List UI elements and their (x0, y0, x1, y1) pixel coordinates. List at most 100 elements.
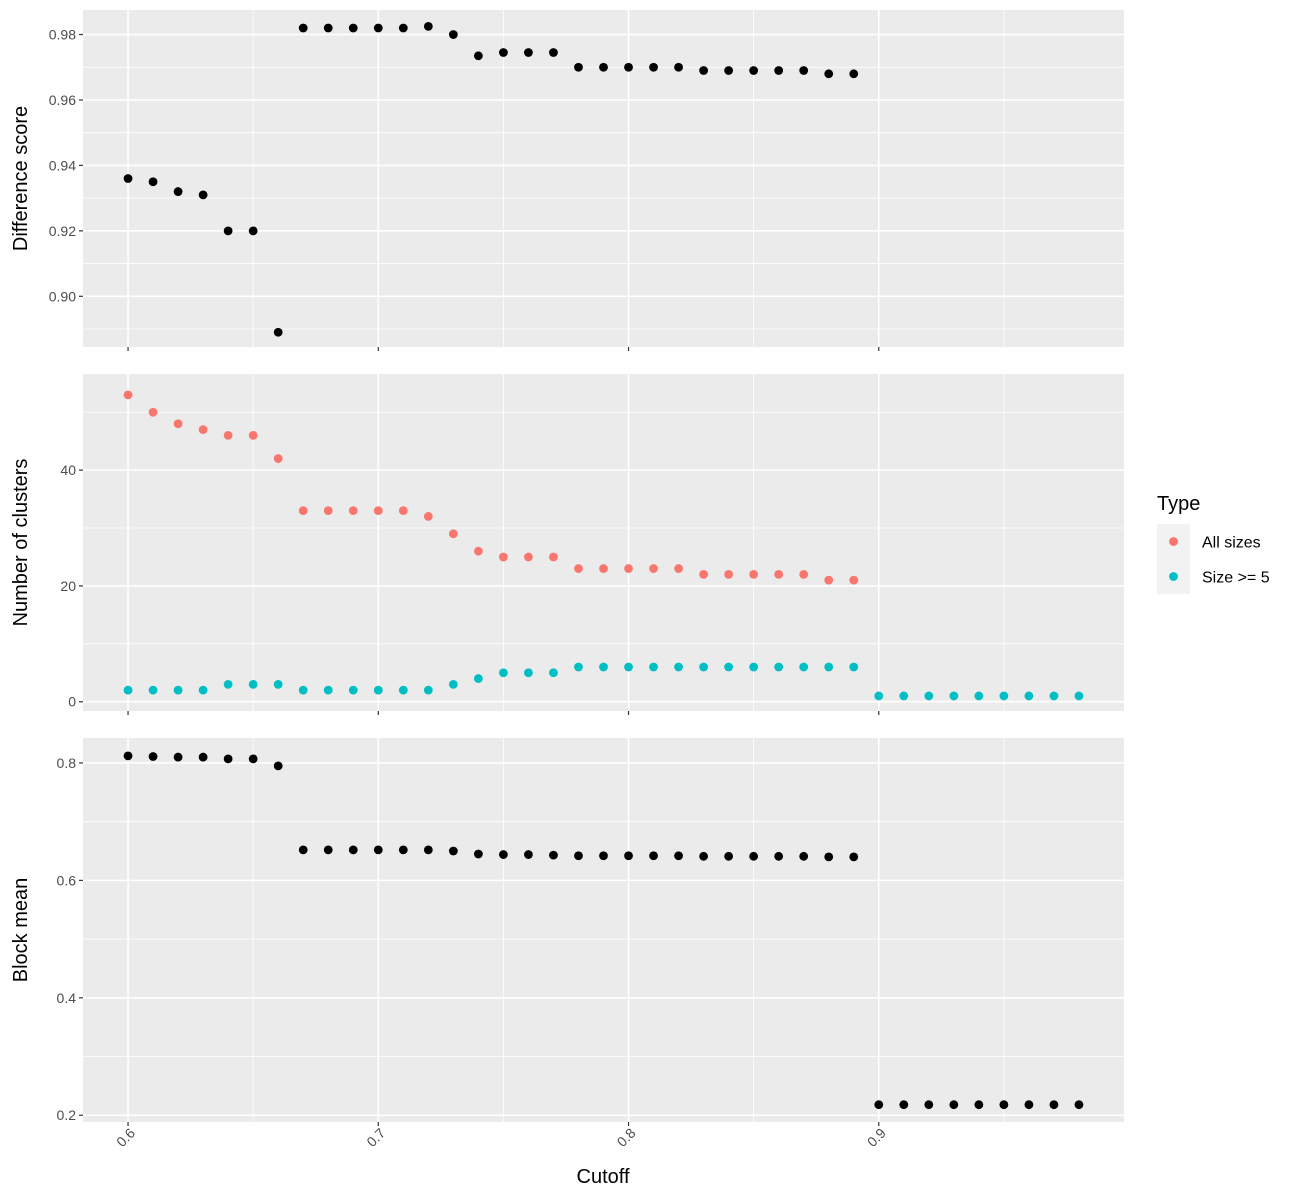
y-tick-label: 0.90 (49, 288, 76, 304)
data-point (574, 564, 583, 573)
data-point (924, 1100, 934, 1110)
data-point (323, 685, 333, 695)
data-point (899, 691, 909, 701)
data-point (974, 1100, 984, 1110)
y-tick-label: 0.2 (57, 1107, 77, 1123)
data-point (448, 846, 458, 856)
data-point (649, 62, 658, 72)
data-point (549, 850, 558, 860)
data-point (499, 668, 508, 678)
data-point (373, 506, 383, 516)
data-point (173, 419, 183, 429)
data-point (273, 679, 283, 689)
data-point (749, 569, 759, 579)
data-point (423, 685, 433, 695)
data-point (473, 51, 483, 61)
data-point (123, 390, 133, 400)
data-point (398, 845, 408, 855)
data-point (874, 691, 884, 701)
data-point (223, 226, 233, 236)
data-point (799, 851, 809, 861)
data-point (298, 506, 308, 516)
data-point (223, 754, 233, 764)
data-point (348, 685, 358, 695)
data-point (348, 506, 358, 516)
y-tick-label: 0.98 (49, 27, 76, 43)
panel-background (83, 374, 1124, 711)
data-point (223, 430, 233, 440)
data-point (148, 177, 158, 187)
data-point (699, 851, 708, 861)
data-point (473, 546, 483, 556)
data-point (499, 552, 508, 562)
data-point (448, 30, 458, 39)
data-point (323, 845, 333, 855)
panel-3: 0.2 0.4 0.6 0.8 Block mean (10, 738, 1124, 1126)
data-point (674, 564, 683, 573)
data-point (423, 21, 433, 31)
data-point (574, 851, 583, 861)
data-point (799, 66, 809, 75)
data-point (724, 851, 734, 861)
panel-2: 0 20 40 Number of clusters (10, 374, 1124, 715)
data-point (1024, 1100, 1034, 1110)
data-point (749, 662, 759, 672)
data-point (473, 674, 483, 683)
data-point (849, 662, 859, 672)
data-point (398, 506, 408, 516)
x-tick-label: 0.8 (614, 1125, 639, 1150)
data-point (824, 852, 834, 862)
y-axis-title: Block mean (10, 878, 32, 983)
data-point (624, 851, 633, 861)
data-point (849, 575, 859, 585)
data-point (473, 849, 483, 859)
data-point (899, 1100, 909, 1110)
legend-key-point (1169, 572, 1178, 581)
data-point (173, 752, 183, 762)
data-point (148, 752, 158, 761)
data-point (423, 845, 433, 855)
data-point (649, 851, 658, 861)
data-point (974, 691, 984, 701)
data-point (624, 564, 633, 573)
data-point (574, 62, 583, 72)
data-point (699, 662, 708, 672)
data-point (624, 62, 633, 72)
data-point (874, 1100, 884, 1110)
series-points (123, 390, 859, 585)
data-point (348, 845, 358, 855)
data-point (674, 662, 683, 672)
data-point (273, 761, 283, 771)
x-tick-label: 0.9 (864, 1125, 889, 1150)
data-point (1024, 691, 1034, 701)
data-point (123, 174, 133, 183)
data-point (373, 23, 383, 33)
data-point (1074, 1100, 1084, 1110)
data-point (198, 685, 208, 695)
data-point (173, 685, 183, 695)
legend-label: Size >= 5 (1202, 570, 1270, 587)
data-point (1049, 691, 1059, 701)
data-point (774, 662, 784, 672)
data-point (423, 512, 433, 521)
y-axis-title: Number of clusters (10, 459, 32, 627)
data-point (724, 66, 734, 75)
data-point (674, 851, 683, 861)
panel-1: 0.90 0.92 0.94 0.96 0.98 Difference score (10, 10, 1124, 351)
data-point (599, 62, 608, 72)
data-point (398, 685, 408, 695)
data-point (549, 552, 558, 562)
data-point (599, 564, 608, 573)
data-point (373, 845, 383, 855)
data-point (398, 23, 408, 33)
legend-entry: All sizes (1157, 524, 1261, 559)
y-tick-label: 0.6 (57, 872, 77, 888)
data-point (674, 62, 683, 72)
data-point (499, 48, 508, 57)
data-point (774, 569, 784, 579)
panels: 0.90 0.92 0.94 0.96 0.98 Difference score 0 20 4… (10, 10, 1124, 1150)
data-point (824, 69, 834, 79)
series-points (123, 751, 1084, 1110)
data-point (699, 569, 708, 579)
